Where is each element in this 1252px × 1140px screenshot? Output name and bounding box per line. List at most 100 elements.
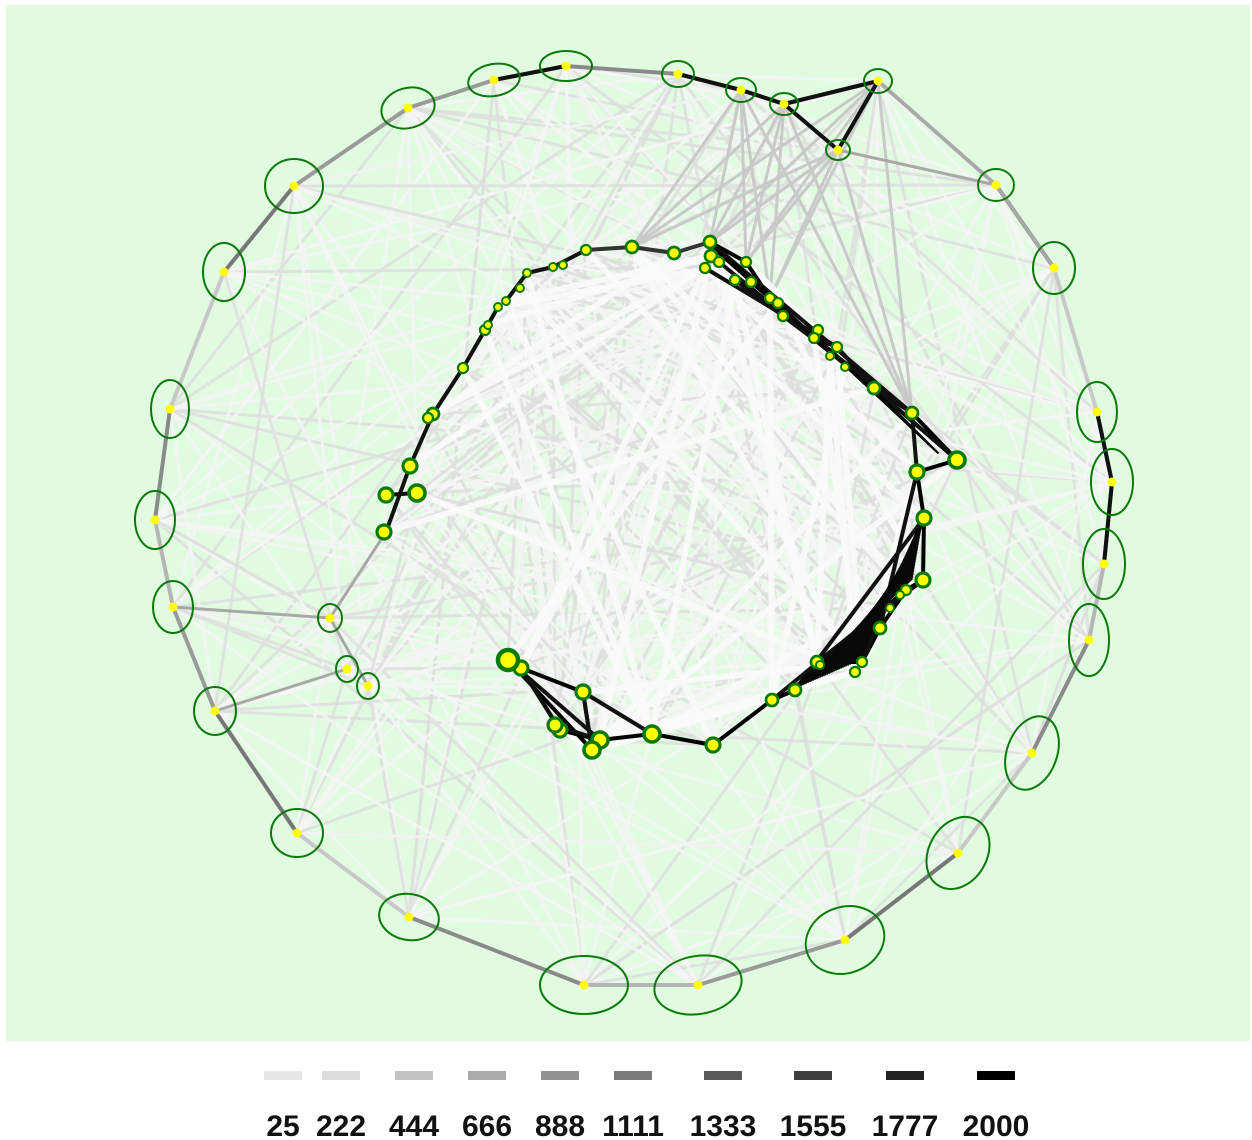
node-ring [661, 60, 695, 88]
edge-inner-soft [426, 250, 676, 421]
outer-node [725, 77, 757, 103]
legend-item: 444 [389, 1071, 439, 1140]
node-ring [264, 158, 324, 214]
inner-node [501, 296, 511, 306]
inner-node [574, 683, 592, 701]
edge-inner-soft [589, 410, 915, 753]
edge-light [717, 261, 902, 596]
edge-light [214, 709, 699, 987]
outer-node [1082, 528, 1126, 600]
legend-label: 1777 [872, 1110, 939, 1140]
edge-ring [956, 751, 1034, 855]
node-ring [653, 954, 743, 1016]
inner-node [830, 340, 844, 354]
inner-node [885, 603, 895, 613]
edge-light [293, 183, 997, 188]
edge-light [168, 408, 217, 712]
edge-light [214, 616, 331, 713]
outer-node [925, 816, 991, 890]
inner-node [698, 261, 712, 275]
edge-dark [384, 465, 412, 533]
inner-node [548, 262, 558, 272]
edge-light [168, 107, 410, 410]
edge-dark [461, 328, 487, 370]
outer-node [317, 603, 343, 633]
outer-node [467, 62, 521, 98]
node-ring [539, 955, 629, 1015]
node-point [219, 267, 229, 277]
edge-inner-soft [524, 272, 655, 735]
inner-node [546, 716, 564, 734]
outer-node [134, 490, 176, 550]
node-point [953, 848, 963, 858]
edge-light [585, 148, 839, 252]
edge-ring [408, 915, 585, 987]
edge-light [408, 915, 846, 942]
node-ring [193, 686, 237, 736]
edge-dark [493, 64, 567, 82]
inner-node [558, 260, 568, 270]
node-point [363, 681, 373, 691]
node-point [1049, 263, 1059, 273]
edge-inner-soft [629, 245, 909, 592]
legend-swatch [977, 1071, 1015, 1080]
legend-swatch [395, 1071, 433, 1080]
node-ring [769, 92, 799, 116]
node-point [693, 980, 703, 990]
edge-light [329, 616, 522, 670]
legend-label: 1333 [690, 1110, 757, 1140]
legend-item: 25 [264, 1071, 302, 1140]
outer-node [1004, 715, 1060, 791]
edge-light [416, 354, 831, 495]
edge-light [462, 336, 815, 370]
edge-light [154, 518, 846, 942]
edge-ring [292, 106, 410, 188]
node-point [1092, 407, 1102, 417]
outer-node [380, 86, 436, 130]
node-ring [467, 62, 521, 98]
edge-light [432, 386, 875, 416]
edge-light [631, 240, 711, 249]
node-ring [804, 905, 886, 975]
node-point [342, 664, 352, 674]
legend-label: 666 [462, 1110, 512, 1140]
legend-item: 1111 [602, 1071, 664, 1140]
edge-ring [168, 271, 226, 410]
outer-node [977, 168, 1015, 202]
inner-node [582, 740, 602, 760]
edge-light [553, 366, 847, 726]
edge-light [582, 733, 654, 986]
node-point [840, 935, 850, 945]
outer-node [378, 892, 440, 942]
edge-light [697, 751, 1033, 987]
inner-node [728, 273, 742, 287]
outer-node [825, 139, 851, 161]
edge-fan [708, 89, 743, 243]
node-point [579, 980, 589, 990]
edge-mid [837, 148, 997, 187]
edge-ring [843, 851, 960, 942]
inner-node [848, 665, 862, 679]
legend-swatch [264, 1071, 302, 1080]
outer-node [539, 955, 629, 1015]
edge-fan [739, 89, 748, 263]
node-point [833, 145, 843, 155]
node-point [673, 69, 683, 79]
edge-light [168, 408, 349, 670]
edge-inner-soft [769, 366, 848, 701]
node-point [165, 404, 175, 414]
node-point [404, 912, 414, 922]
edge-fan [876, 80, 914, 414]
edge-light [956, 267, 1056, 854]
node-point [289, 181, 299, 191]
node-point [736, 85, 746, 95]
inner-node [915, 509, 933, 527]
outer-node [264, 158, 324, 214]
legend-label: 2000 [963, 1110, 1030, 1140]
edge-light [1030, 411, 1099, 754]
inner-node [895, 590, 905, 600]
outer-node [270, 808, 324, 858]
edge-inner-soft [383, 385, 875, 535]
edge-light [843, 563, 1106, 941]
